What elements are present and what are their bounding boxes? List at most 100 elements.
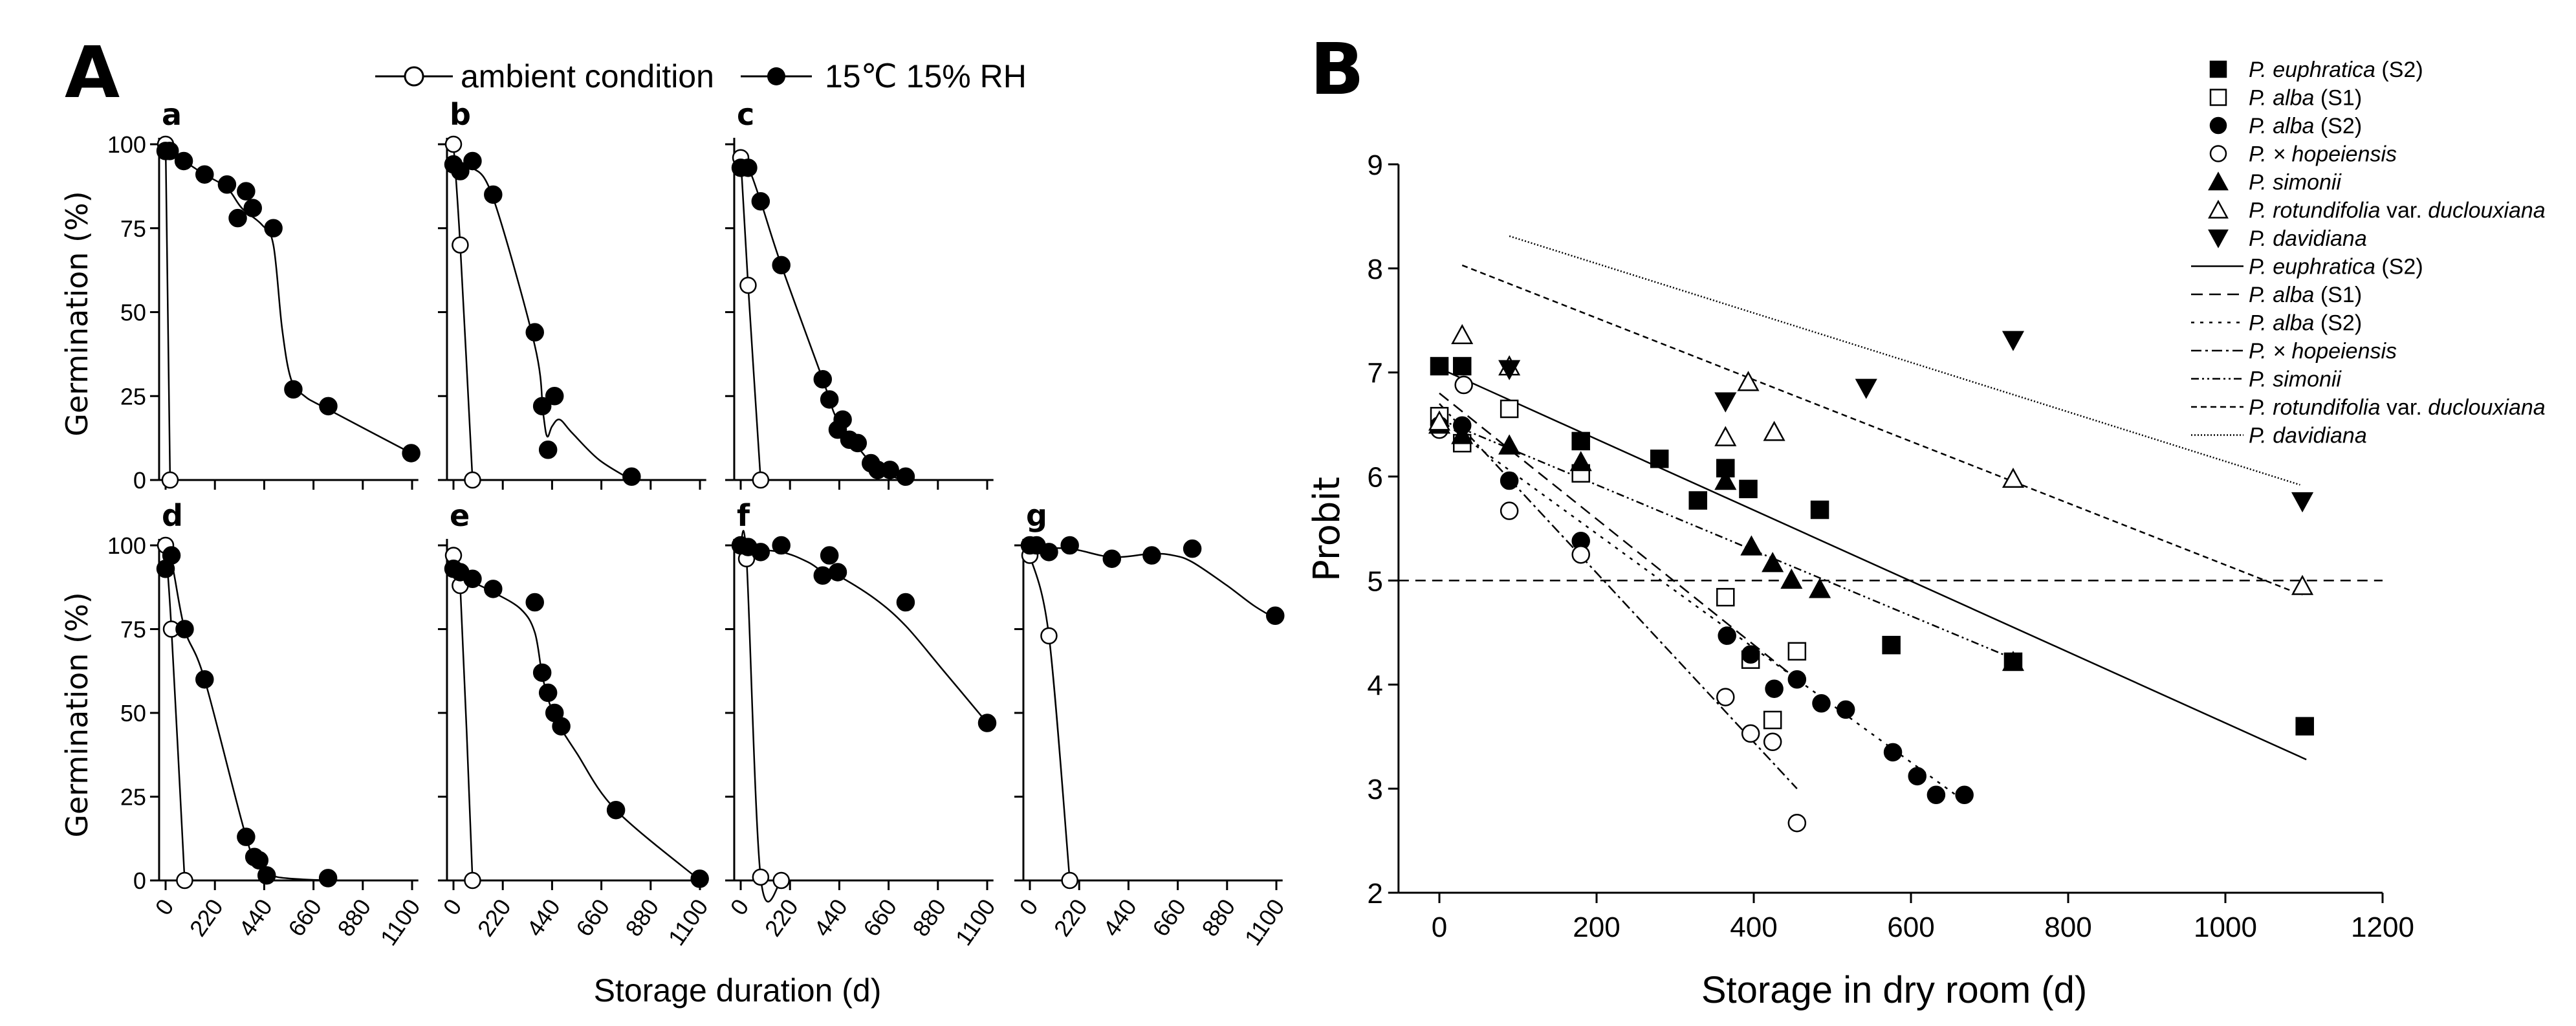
x-tick-label: 880 (907, 894, 951, 941)
dry-point (237, 182, 256, 201)
dry-point (532, 397, 552, 416)
legend-marker-label: P. rotundifolia var. duclouxiana (2249, 199, 2546, 223)
y-tick-label: 25 (120, 383, 146, 409)
series-albas2-fit-line (1439, 419, 1965, 802)
dry-curve (740, 547, 988, 724)
dry-point (538, 683, 558, 703)
legend-marker (2208, 199, 2229, 219)
dry-point (552, 717, 571, 736)
dry-point (532, 663, 552, 682)
dry-point (237, 827, 256, 846)
legend-marker-label: P. simonii (2249, 170, 2342, 195)
subplot-b: b (437, 97, 706, 490)
dry-point (264, 219, 283, 237)
ambient-point (452, 236, 469, 254)
y-tick-label: 2 (1367, 878, 1382, 910)
series-albas2-point (1741, 645, 1760, 664)
dry-point (484, 185, 503, 204)
panel-b-title: B (1310, 28, 1364, 111)
series-davidiana-point (1855, 378, 1877, 399)
x-tick-label: 200 (1573, 911, 1620, 943)
dry-point (606, 800, 626, 820)
series-euphraticas2-point (1452, 356, 1472, 376)
x-tick-label: 0 (725, 894, 754, 920)
series-hopeiensis-point (1741, 724, 1760, 743)
x-tick-label: 880 (620, 894, 664, 941)
series-hopeiensis-fit-line (1439, 403, 1798, 789)
dry-point (772, 536, 791, 555)
series-hopeiensis-point (1454, 375, 1473, 395)
series-hopeiensis-point (1716, 688, 1735, 706)
dry-point (463, 569, 482, 589)
series-albas1-fit-line (1439, 392, 1798, 681)
x-tick-label: 1100 (950, 894, 1001, 950)
series-albas2-point (1883, 743, 1903, 762)
legend-line-label: P. rotundifolia var. duclouxiana (2249, 395, 2546, 420)
legend-marker (2209, 116, 2227, 135)
series-simonii-fit-line (1439, 418, 2014, 660)
series-albas1-point (1500, 399, 1519, 419)
subplot-a-label: a (162, 97, 182, 132)
series-hopeiensis-point (1763, 732, 1782, 752)
series-albas2-point (1927, 785, 1946, 805)
dry-point (622, 467, 641, 486)
x-tick-label: 440 (234, 894, 278, 941)
panel-a-legend: ambient condition 15℃ 15% RH (375, 58, 1027, 94)
x-tick-label: 440 (521, 894, 565, 941)
legend-dry-label: 15℃ 15% RH (825, 58, 1027, 94)
dry-curve (453, 164, 633, 481)
series-hopeiensis-point (1500, 501, 1519, 520)
ambient-curve (1029, 555, 1071, 881)
subplot-d-label: d (162, 498, 183, 533)
legend-ambient-label: ambient condition (461, 58, 714, 94)
dry-point (484, 580, 503, 598)
x-tick-label: 1100 (1239, 894, 1290, 950)
series-euphraticas2-point (1650, 449, 1669, 468)
ambient-curve (452, 551, 474, 881)
x-tick-label: 440 (1098, 894, 1142, 941)
legend-dry-marker (767, 67, 785, 85)
panel-a-ylabel-bottom: Germination (%) (60, 592, 94, 837)
series-rotundifolia-point (1763, 420, 1785, 441)
ambient-curve (164, 144, 171, 481)
y-tick-label: 50 (120, 700, 146, 726)
dry-point (174, 151, 193, 171)
dry-point (217, 175, 237, 194)
x-tick-label: 220 (184, 894, 228, 941)
series-rotundifolia-point (1737, 371, 1760, 391)
dry-point (257, 866, 276, 885)
dry-point (402, 444, 420, 463)
dry-point (175, 620, 194, 639)
series-simonii-point (1740, 535, 1763, 556)
series-simonii-point (1809, 578, 1831, 598)
panel-a-ylabel-top: Germination (%) (60, 191, 94, 436)
legend-marker-label: P. euphratica (S2) (2249, 58, 2423, 82)
legend-ambient-marker (404, 66, 424, 87)
series-albas2-point (1718, 626, 1736, 645)
series-euphraticas2-point (1571, 431, 1590, 451)
legend-marker (2208, 229, 2229, 248)
dry-point (820, 546, 839, 565)
dry-point (813, 370, 833, 389)
x-tick-label: 0 (1014, 894, 1043, 920)
ambient-point (176, 871, 193, 890)
series-albas1-point (1763, 710, 1782, 730)
ambient-curve (739, 530, 782, 903)
dry-point (739, 158, 758, 177)
subplot-b-label: b (450, 97, 471, 132)
dry-point (195, 670, 214, 689)
series-euphraticas2-point (2295, 717, 2314, 736)
y-tick-label: 5 (1367, 565, 1382, 597)
dry-point (525, 323, 544, 342)
dry-point (880, 461, 899, 479)
y-tick-label: 50 (120, 300, 146, 326)
ambient-point (739, 276, 757, 294)
series-albas2-point (1836, 700, 1855, 719)
y-tick-label: 8 (1367, 254, 1382, 285)
series-simonii-point (1451, 424, 1474, 444)
